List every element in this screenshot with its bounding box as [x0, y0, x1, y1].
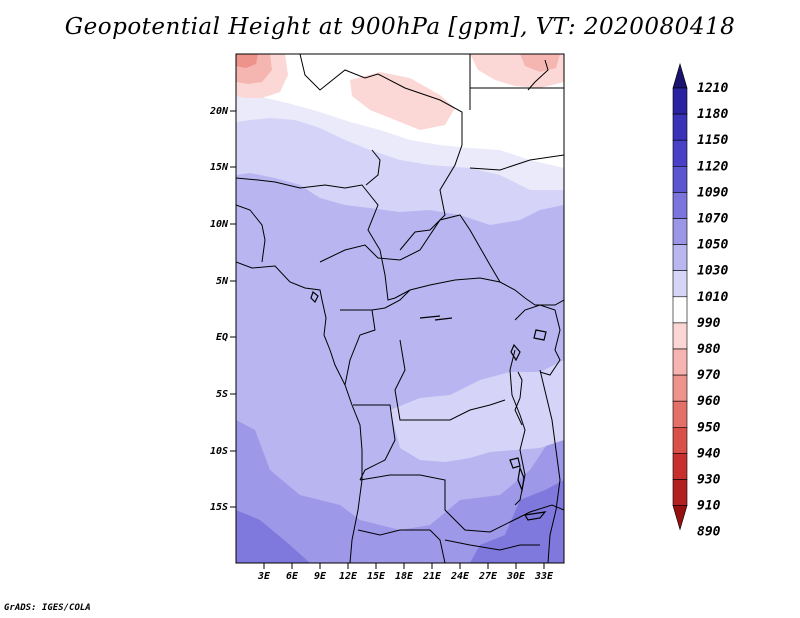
lon-tick-3e: 3E — [257, 563, 271, 582]
height-field — [236, 54, 564, 563]
lon-label: 6E — [286, 571, 299, 582]
colorbar-label: 970 — [697, 368, 721, 383]
colorbar-label: 940 — [697, 446, 721, 461]
grads-credit: GrADS: IGES/COLA — [4, 603, 91, 613]
lon-label: 9E — [314, 571, 327, 582]
colorbar-box — [672, 139, 688, 167]
lon-tick-12e: 12E — [339, 563, 358, 582]
colorbar-label: 910 — [697, 499, 721, 514]
lon-label: 27E — [478, 571, 498, 582]
colorbar-label: 1210 — [697, 81, 728, 96]
colorbar-box — [672, 270, 688, 298]
colorbar-label: 1070 — [697, 212, 728, 227]
map-frame — [235, 53, 565, 564]
lat-label: 15N — [210, 162, 229, 173]
colorbar-box — [672, 113, 688, 141]
lat-axis: 20N 15N 10N 5N EQ 5S 10S 15S — [209, 106, 236, 513]
coast-borders — [236, 54, 564, 563]
colorbar-label: 1050 — [697, 238, 728, 253]
colorbar-label: 960 — [697, 394, 721, 409]
field-1070 — [236, 420, 564, 563]
lat-tick-10n: 10N — [210, 219, 236, 230]
lat-tick-15s: 15S — [210, 502, 236, 513]
lon-tick-24e: 24E — [450, 563, 470, 582]
colorbar-label: 1180 — [697, 107, 728, 122]
colorbar-box — [672, 400, 688, 428]
lat-label: EQ — [216, 332, 228, 343]
colorbar-label: 1090 — [697, 185, 728, 200]
colorbar-box — [672, 322, 688, 350]
colorbar-label: 1150 — [697, 133, 728, 148]
colorbar-box — [672, 166, 688, 193]
lon-label: 21E — [422, 571, 442, 582]
colorbar-top-triangle — [672, 62, 688, 89]
chart-title: Geopotential Height at 900hPa [gpm], VT:… — [64, 14, 736, 40]
lon-label: 3E — [257, 571, 271, 582]
colorbar-box — [672, 87, 688, 115]
colorbar-box — [672, 348, 688, 376]
colorbar-box — [672, 426, 688, 454]
lat-tick-5n: 5N — [216, 276, 236, 287]
lon-tick-6e: 6E — [286, 563, 299, 582]
lat-tick-eq: EQ — [216, 332, 236, 343]
colorbar-label: 950 — [697, 420, 721, 435]
lon-label: 15E — [367, 571, 386, 582]
lon-tick-27e: 27E — [478, 563, 498, 582]
lat-label: 10S — [210, 446, 228, 457]
lat-label: 5S — [216, 389, 228, 400]
colorbar-box — [672, 453, 688, 480]
lon-label: 18E — [395, 571, 414, 582]
lat-tick-15n: 15N — [210, 162, 236, 173]
lat-label: 5N — [216, 276, 229, 287]
lon-label: 33E — [534, 571, 554, 582]
colorbar-label: 980 — [697, 342, 721, 357]
lon-label: 24E — [450, 571, 470, 582]
lon-tick-21e: 21E — [422, 563, 442, 582]
colorbar-box — [672, 296, 688, 324]
field-970-ne — [520, 54, 560, 72]
lat-label: 20N — [209, 106, 229, 117]
field-1090-east — [470, 480, 564, 563]
colorbar-box — [672, 192, 688, 219]
colorbar-label: 990 — [697, 316, 721, 331]
field-980-n — [350, 72, 455, 130]
lat-tick-10s: 10S — [210, 446, 236, 457]
lakes — [310, 290, 547, 521]
lat-tick-5s: 5S — [216, 389, 236, 400]
field-960 — [236, 54, 258, 68]
lon-tick-18e: 18E — [395, 563, 414, 582]
colorbar-box — [672, 244, 688, 272]
colorbar-label: 890 — [697, 525, 721, 540]
lon-tick-9e: 9E — [314, 563, 327, 582]
lat-label: 15S — [210, 502, 228, 513]
colorbar-bottom-triangle — [672, 505, 688, 531]
lat-label: 10N — [210, 219, 229, 230]
colorbar-label: 1030 — [697, 264, 728, 279]
field-1090 — [236, 510, 310, 563]
colorbar-label: 1010 — [697, 290, 728, 305]
lon-label: 30E — [506, 571, 526, 582]
lat-tick-20n: 20N — [209, 106, 236, 117]
colorbar-box — [672, 218, 688, 245]
lon-axis: 3E 6E 9E 12E 15E 18E 21E 24E 27E 30E 33E — [257, 563, 554, 582]
colorbar-box — [672, 374, 688, 402]
colorbar-label: 1120 — [697, 159, 728, 174]
field-1030-congo — [390, 360, 564, 462]
colorbar-label: 930 — [697, 473, 721, 488]
colorbar: 1210 1180 1150 1120 1090 1070 1050 1030 1010 990 9… — [672, 62, 728, 540]
lon-tick-30e: 30E — [506, 563, 526, 582]
lon-tick-33e: 33E — [534, 563, 554, 582]
colorbar-box — [672, 479, 688, 506]
lon-label: 12E — [339, 571, 358, 582]
lon-tick-15e: 15E — [367, 563, 386, 582]
